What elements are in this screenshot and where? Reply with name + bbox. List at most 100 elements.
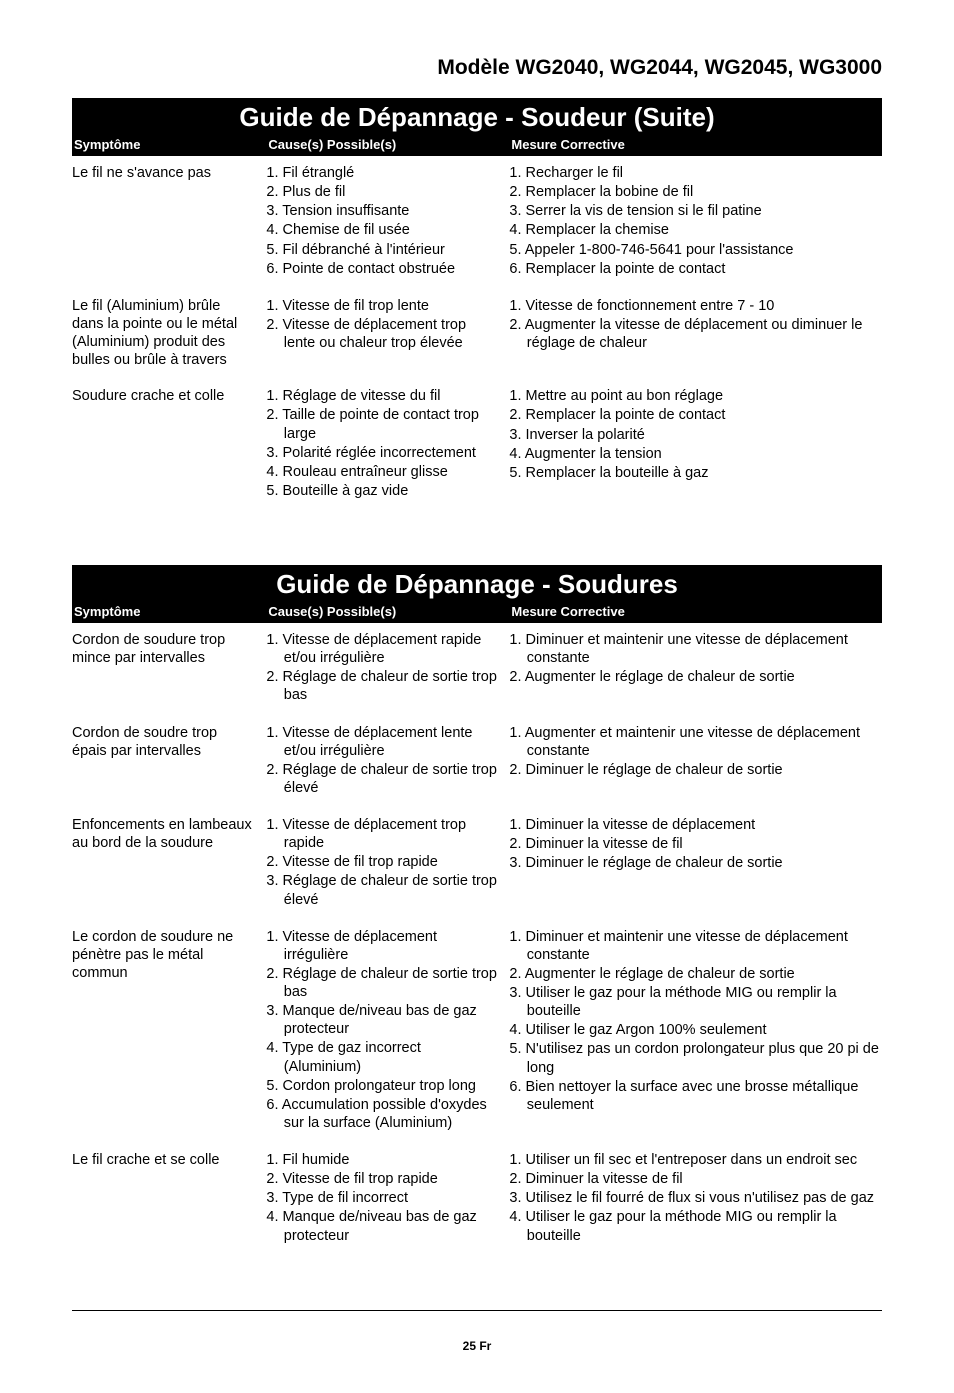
list-item: 6. Pointe de contact obstruée: [266, 260, 497, 278]
list-item: 2. Augmenter le réglage de chaleur de so…: [509, 965, 882, 983]
list-item: 1. Diminuer et maintenir une vitesse de …: [509, 631, 882, 667]
list-item: 3. Serrer la vis de tension si le fil pa…: [509, 202, 882, 220]
list-item: 3. Manque de/niveau bas de gaz protecteu…: [266, 1002, 497, 1038]
list-item: 5. Fil débranché à l'intérieur: [266, 241, 497, 259]
list-item: 2. Taille de pointe de contact trop larg…: [266, 406, 497, 442]
list-item: 1. Utiliser un fil sec et l'entreposer d…: [509, 1151, 882, 1169]
list-item: 3. Réglage de chaleur de sortie trop éle…: [266, 872, 497, 908]
list-item: 1. Vitesse de déplacement trop rapide: [266, 816, 497, 852]
table-row: Enfoncements en lambeaux au bord de la s…: [72, 806, 882, 918]
table-row: Cordon de soudre trop épais par interval…: [72, 714, 882, 807]
column-header-corr: Mesure Corrective: [509, 137, 882, 152]
symptom-cell: Le fil crache et se colle: [72, 1151, 266, 1246]
list-item: 4. Chemise de fil usée: [266, 221, 497, 239]
correction-cell: 1. Diminuer la vitesse de déplacement2. …: [509, 816, 882, 910]
correction-list: 1. Diminuer la vitesse de déplacement2. …: [509, 816, 882, 872]
list-item: 3. Inverser la polarité: [509, 426, 882, 444]
column-header-sym: Symptôme: [72, 137, 266, 152]
list-item: 2. Diminuer la vitesse de fil: [509, 835, 882, 853]
correction-list: 1. Diminuer et maintenir une vitesse de …: [509, 631, 882, 686]
list-item: 2. Augmenter le réglage de chaleur de so…: [509, 668, 882, 686]
column-header-sym: Symptôme: [72, 604, 266, 619]
list-item: 2. Vitesse de fil trop rapide: [266, 853, 497, 871]
list-item: 2. Réglage de chaleur de sortie trop bas: [266, 668, 497, 704]
table-row: Cordon de soudure trop mince par interva…: [72, 623, 882, 714]
column-header-cause: Cause(s) Possible(s): [266, 137, 509, 152]
list-item: 3. Utiliser le gaz pour la méthode MIG o…: [509, 984, 882, 1020]
list-item: 2. Diminuer le réglage de chaleur de sor…: [509, 761, 882, 779]
list-item: 5. Bouteille à gaz vide: [266, 482, 497, 500]
list-item: 6. Bien nettoyer la surface avec une bro…: [509, 1078, 882, 1114]
table-row: Soudure crache et colle1. Réglage de vit…: [72, 377, 882, 509]
cause-cell: 1. Vitesse de déplacement irrégulière2. …: [266, 928, 509, 1133]
cause-cell: 1. Fil étranglé2. Plus de fil3. Tension …: [266, 164, 509, 279]
correction-cell: 1. Mettre au point au bon réglage2. Remp…: [509, 387, 882, 501]
cause-list: 1. Fil humide2. Vitesse de fil trop rapi…: [266, 1151, 497, 1245]
list-item: 1. Diminuer et maintenir une vitesse de …: [509, 928, 882, 964]
list-item: 1. Recharger le fil: [509, 164, 882, 182]
correction-list: 1. Diminuer et maintenir une vitesse de …: [509, 928, 882, 1114]
symptom-cell: Le fil (Aluminium) brûle dans la pointe …: [72, 297, 266, 370]
symptom-cell: Cordon de soudre trop épais par interval…: [72, 724, 266, 799]
cause-list: 1. Vitesse de déplacement lente et/ou ir…: [266, 724, 497, 798]
cause-list: 1. Vitesse de déplacement rapide et/ou i…: [266, 631, 497, 705]
correction-list: 1. Augmenter et maintenir une vitesse de…: [509, 724, 882, 779]
correction-cell: 1. Utiliser un fil sec et l'entreposer d…: [509, 1151, 882, 1246]
list-item: 4. Rouleau entraîneur glisse: [266, 463, 497, 481]
list-item: 5. N'utilisez pas un cordon prolongateur…: [509, 1040, 882, 1076]
cause-list: 1. Fil étranglé2. Plus de fil3. Tension …: [266, 164, 497, 278]
list-item: 1. Fil humide: [266, 1151, 497, 1169]
list-item: 4. Utiliser le gaz Argon 100% seulement: [509, 1021, 882, 1039]
list-item: 3. Polarité réglée incorrectement: [266, 444, 497, 462]
list-item: 3. Tension insuffisante: [266, 202, 497, 220]
list-item: 4. Type de gaz incorrect (Aluminium): [266, 1039, 497, 1075]
correction-cell: 1. Augmenter et maintenir une vitesse de…: [509, 724, 882, 799]
list-item: 1. Réglage de vitesse du fil: [266, 387, 497, 405]
list-item: 4. Augmenter la tension: [509, 445, 882, 463]
cause-cell: 1. Vitesse de déplacement trop rapide2. …: [266, 816, 509, 910]
list-item: 5. Cordon prolongateur trop long: [266, 1077, 497, 1095]
list-item: 2. Plus de fil: [266, 183, 497, 201]
correction-cell: 1. Diminuer et maintenir une vitesse de …: [509, 631, 882, 706]
table-row: Le fil (Aluminium) brûle dans la pointe …: [72, 287, 882, 378]
troubleshoot-section: Guide de Dépannage - SouduresSymptômeCau…: [72, 565, 882, 1254]
list-item: 2. Remplacer la bobine de fil: [509, 183, 882, 201]
cause-list: 1. Réglage de vitesse du fil2. Taille de…: [266, 387, 497, 500]
list-item: 2. Réglage de chaleur de sortie trop bas: [266, 965, 497, 1001]
list-item: 3. Utilisez le fil fourré de flux si vou…: [509, 1189, 882, 1207]
symptom-cell: Cordon de soudure trop mince par interva…: [72, 631, 266, 706]
cause-list: 1. Vitesse de déplacement irrégulière2. …: [266, 928, 497, 1132]
list-item: 6. Remplacer la pointe de contact: [509, 260, 882, 278]
list-item: 5. Appeler 1-800-746-5641 pour l'assista…: [509, 241, 882, 259]
list-item: 1. Augmenter et maintenir une vitesse de…: [509, 724, 882, 760]
cause-cell: 1. Vitesse de déplacement lente et/ou ir…: [266, 724, 509, 799]
section-title: Guide de Dépannage - Soudeur (Suite): [72, 98, 882, 135]
list-item: 4. Remplacer la chemise: [509, 221, 882, 239]
cause-list: 1. Vitesse de déplacement trop rapide2. …: [266, 816, 497, 909]
list-item: 2. Vitesse de déplacement trop lente ou …: [266, 316, 497, 352]
list-item: 3. Type de fil incorrect: [266, 1189, 497, 1207]
list-item: 4. Utiliser le gaz pour la méthode MIG o…: [509, 1208, 882, 1244]
table-row: Le cordon de soudure ne pénètre pas le m…: [72, 918, 882, 1141]
cause-list: 1. Vitesse de fil trop lente2. Vitesse d…: [266, 297, 497, 352]
bottom-rule: [72, 1310, 882, 1311]
cause-cell: 1. Vitesse de fil trop lente2. Vitesse d…: [266, 297, 509, 370]
cause-cell: 1. Fil humide2. Vitesse de fil trop rapi…: [266, 1151, 509, 1246]
page-number: 25 Fr: [72, 1339, 882, 1353]
symptom-cell: Le cordon de soudure ne pénètre pas le m…: [72, 928, 266, 1133]
section-title: Guide de Dépannage - Soudures: [72, 565, 882, 602]
list-item: 5. Remplacer la bouteille à gaz: [509, 464, 882, 482]
correction-list: 1. Recharger le fil2. Remplacer la bobin…: [509, 164, 882, 278]
symptom-cell: Enfoncements en lambeaux au bord de la s…: [72, 816, 266, 910]
symptom-cell: Soudure crache et colle: [72, 387, 266, 501]
column-header-row: SymptômeCause(s) Possible(s)Mesure Corre…: [72, 135, 882, 156]
list-item: 4. Manque de/niveau bas de gaz protecteu…: [266, 1208, 497, 1244]
correction-cell: 1. Diminuer et maintenir une vitesse de …: [509, 928, 882, 1133]
list-item: 1. Vitesse de fil trop lente: [266, 297, 497, 315]
cause-cell: 1. Vitesse de déplacement rapide et/ou i…: [266, 631, 509, 706]
column-header-row: SymptômeCause(s) Possible(s)Mesure Corre…: [72, 602, 882, 623]
list-item: 3. Diminuer le réglage de chaleur de sor…: [509, 854, 882, 872]
model-line: Modèle WG2040, WG2044, WG2045, WG3000: [72, 56, 882, 80]
symptom-cell: Le fil ne s'avance pas: [72, 164, 266, 279]
list-item: 1. Vitesse de déplacement irrégulière: [266, 928, 497, 964]
